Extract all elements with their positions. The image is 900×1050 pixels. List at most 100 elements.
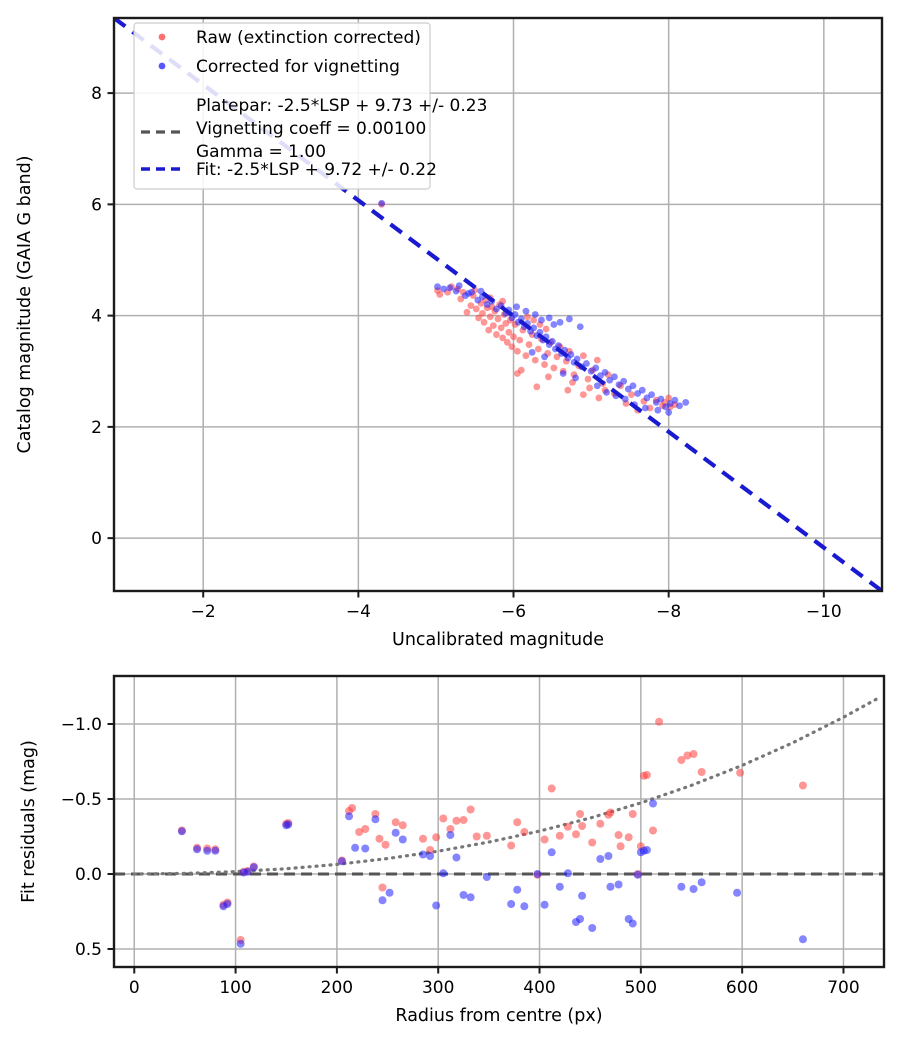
data-point xyxy=(493,331,500,338)
xtick-label: −8 xyxy=(656,602,681,622)
data-point xyxy=(572,830,580,839)
ytick-label: 0.0 xyxy=(75,865,102,885)
data-point xyxy=(671,396,679,404)
data-point xyxy=(683,751,692,760)
data-point xyxy=(550,364,558,372)
xtick-label: −2 xyxy=(191,602,216,622)
data-point xyxy=(596,855,605,863)
photometric-calibration-axes: −2 −4 −6 −8 −10 0 2 4 6 8 Uncalibrated magnitude Ca… xyxy=(15,16,884,650)
data-point xyxy=(522,307,530,315)
data-point xyxy=(648,391,655,399)
data-point xyxy=(485,326,493,334)
legend-item-raw-marker xyxy=(158,33,166,41)
data-point xyxy=(516,336,524,344)
data-point xyxy=(249,863,258,872)
data-point xyxy=(565,315,573,323)
data-point xyxy=(211,846,220,855)
data-point xyxy=(654,406,662,414)
data-point xyxy=(540,900,549,909)
legend-background xyxy=(133,22,431,190)
data-point xyxy=(621,395,629,403)
data-point xyxy=(573,355,581,363)
series-corrected xyxy=(177,799,807,948)
data-point xyxy=(432,901,441,910)
data-point xyxy=(482,873,491,881)
data-point xyxy=(620,377,628,385)
data-point xyxy=(595,394,603,402)
data-point xyxy=(676,402,683,410)
xtick-label: 300 xyxy=(422,978,454,998)
data-point xyxy=(489,322,497,330)
data-point xyxy=(177,827,186,836)
data-point xyxy=(391,828,400,837)
data-point xyxy=(398,835,407,844)
data-point xyxy=(736,768,745,777)
axis-ticks: 0 100 200 300 400 500 600 700 0.5 0.0 −0.5 −1.0 xyxy=(61,715,860,998)
data-point xyxy=(284,820,293,829)
legend-item-platepar-line-3: Gamma = 1.00 xyxy=(196,142,326,162)
data-point xyxy=(593,382,601,390)
data-point xyxy=(642,846,651,854)
data-point xyxy=(472,832,481,841)
data-point xyxy=(550,321,558,328)
data-point xyxy=(555,882,564,891)
data-point xyxy=(593,356,601,364)
data-point xyxy=(563,869,572,878)
xtick-label: −4 xyxy=(346,602,371,622)
data-point xyxy=(513,347,521,355)
data-point xyxy=(193,845,202,854)
data-point xyxy=(601,368,609,376)
data-point xyxy=(455,282,463,289)
data-point xyxy=(533,383,541,391)
data-point xyxy=(614,880,623,889)
data-point xyxy=(628,810,637,818)
data-point xyxy=(511,311,519,318)
plot-area xyxy=(114,18,882,591)
legend-item-platepar-line-1: Platepar: -2.5*LSP + 9.73 +/- 0.23 xyxy=(196,96,487,116)
data-point xyxy=(378,896,387,905)
data-point xyxy=(524,313,531,321)
xtick-label: 500 xyxy=(625,978,657,998)
data-point xyxy=(567,351,575,358)
legend-item-fit-label: Fit: -2.5*LSP + 9.72 +/- 0.22 xyxy=(196,160,437,180)
data-point xyxy=(576,810,585,818)
data-point xyxy=(494,315,502,323)
data-point xyxy=(466,805,475,814)
data-point xyxy=(682,399,690,406)
legend-item-corrected-label: Corrected for vignetting xyxy=(196,57,400,77)
data-point xyxy=(446,284,454,292)
data-point xyxy=(629,382,637,390)
data-point xyxy=(548,337,556,345)
data-point xyxy=(355,828,364,836)
data-point xyxy=(583,360,590,367)
xtick-label: 700 xyxy=(827,978,859,998)
x-axis-label: Uncalibrated magnitude xyxy=(392,630,604,650)
data-point xyxy=(459,891,468,899)
data-point xyxy=(798,935,807,944)
data-point xyxy=(541,353,548,361)
data-point xyxy=(545,373,552,381)
data-point xyxy=(479,310,486,317)
data-point xyxy=(446,831,455,839)
data-point xyxy=(633,870,642,879)
data-point xyxy=(798,781,807,790)
data-point xyxy=(533,870,542,878)
data-point xyxy=(579,352,587,360)
data-point xyxy=(646,404,654,412)
data-point xyxy=(528,348,536,356)
data-point xyxy=(657,395,665,403)
data-point xyxy=(563,822,572,831)
data-point xyxy=(697,878,706,887)
data-point xyxy=(361,844,370,853)
fit-residuals-axes: 0 100 200 300 400 500 600 700 0.5 0.0 −0.5 −1.0 Radi… xyxy=(19,674,886,1026)
data-point xyxy=(432,833,441,842)
data-point xyxy=(243,867,252,876)
data-point xyxy=(351,843,360,852)
data-point xyxy=(465,289,472,297)
vignetting-model-curve xyxy=(132,696,881,876)
data-point xyxy=(378,199,386,207)
xtick-label: −10 xyxy=(806,602,842,622)
xtick-label: 400 xyxy=(523,978,555,998)
